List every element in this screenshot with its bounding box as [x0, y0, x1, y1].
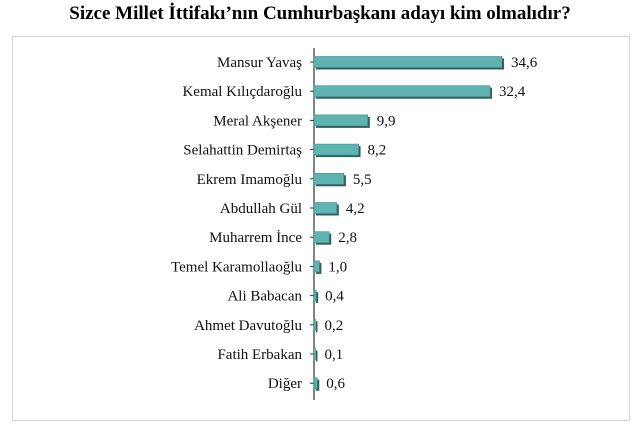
bar [313, 289, 317, 302]
data-label: 5,5 [353, 172, 372, 188]
category-label: Ekrem Imamoğlu [197, 172, 303, 188]
data-label: 1,0 [328, 259, 347, 275]
category-label: Ali Babacan [227, 289, 302, 305]
data-label: 0,1 [325, 347, 344, 363]
data-label: 32,4 [499, 84, 526, 100]
bar [313, 231, 330, 243]
data-label: 34,6 [511, 55, 538, 71]
category-label: Abdullah Gül [220, 201, 302, 217]
bar [313, 202, 338, 214]
bar [313, 318, 316, 331]
category-label: Temel Karamollaoğlu [171, 259, 302, 275]
category-label: Kemal Kılıçdaroğlu [182, 84, 302, 100]
category-label: Fatih Erbakan [217, 347, 302, 363]
category-label: Mansur Yavaş [217, 55, 302, 71]
data-label: 8,2 [368, 143, 387, 159]
chart-title: Sizce Millet İttifakı’nın Cumhurbaşkanı … [69, 3, 571, 24]
category-label: Diğer [268, 376, 302, 392]
bar [313, 114, 369, 127]
data-label: 0,2 [325, 318, 344, 334]
bar-shadow [316, 350, 318, 362]
data-label: 4,2 [346, 201, 365, 217]
data-label: 0,6 [326, 376, 345, 392]
bar [313, 348, 316, 360]
bar [313, 377, 318, 390]
bar [313, 56, 503, 68]
data-label: 0,4 [325, 289, 344, 305]
data-label: 2,8 [338, 230, 357, 246]
chart-frame [12, 36, 630, 421]
category-label: Muharrem İnce [209, 230, 302, 246]
data-label: 9,9 [377, 113, 396, 129]
bar [313, 173, 345, 185]
bar [313, 260, 320, 273]
bar-shadow [316, 292, 319, 304]
category-label: Ahmet Davutoğlu [194, 318, 302, 334]
bar [313, 143, 359, 156]
bar-shadow [316, 379, 320, 391]
category-label: Meral Akşener [213, 113, 302, 129]
bar [313, 85, 491, 97]
bar-shadow [316, 321, 318, 333]
category-label: Selahattin Demirtaş [183, 143, 302, 159]
